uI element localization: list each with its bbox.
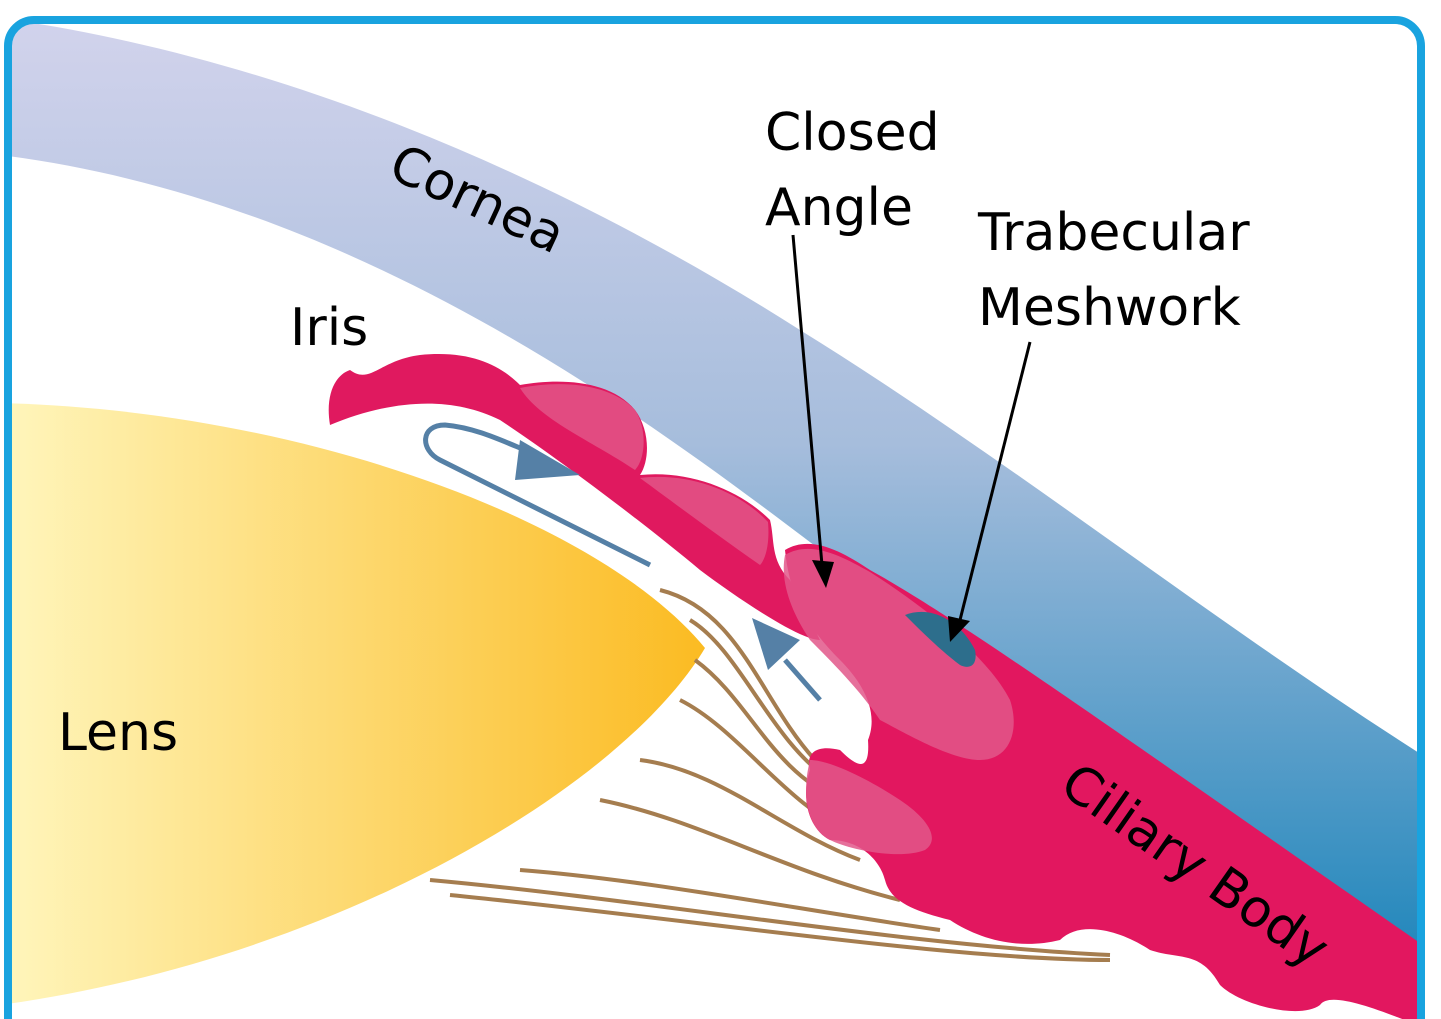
closed-angle-line: Closed bbox=[765, 103, 940, 163]
trabecular-meshwork-label: Trabecular Meshwork bbox=[977, 203, 1266, 338]
diagram: Cornea Iris Closed Angle Trabecular Mesh… bbox=[0, 0, 1441, 1019]
page: Cornea Iris Closed Angle Trabecular Mesh… bbox=[0, 0, 1441, 1019]
trabecular-meshwork-line: Meshwork bbox=[978, 278, 1241, 338]
iris-label: Iris bbox=[290, 298, 368, 358]
lens-label: Lens bbox=[58, 703, 178, 763]
trabecular-meshwork-line: Trabecular bbox=[977, 203, 1250, 263]
closed-angle-line: Angle bbox=[765, 178, 913, 238]
closed-angle-label: Closed Angle bbox=[765, 103, 956, 238]
